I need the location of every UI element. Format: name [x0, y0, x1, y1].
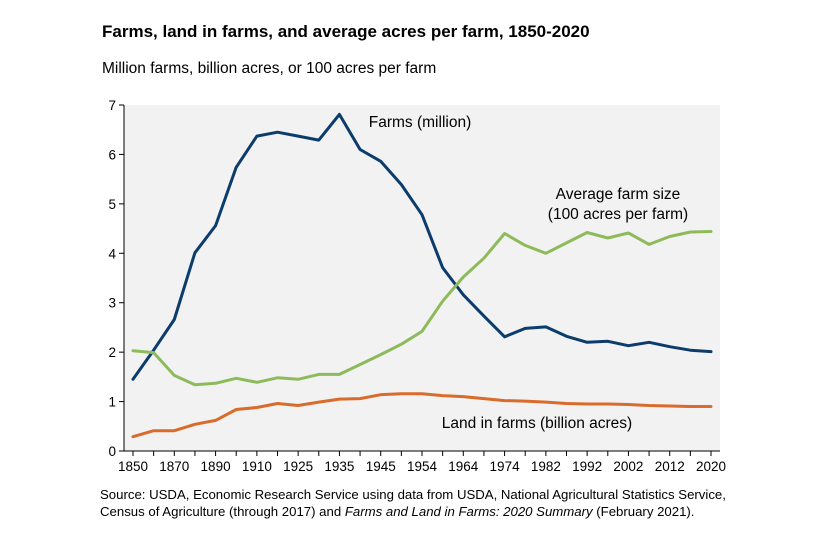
x-tick-label: 2020	[696, 459, 726, 474]
y-tick-label: 4	[108, 246, 116, 261]
series-label-1: Farms (million)	[369, 114, 471, 131]
x-tick-label: 1992	[572, 459, 602, 474]
y-tick-label: 1	[108, 395, 116, 410]
series-line-1	[131, 112, 713, 381]
chart-title: Farms, land in farms, and average acres …	[102, 22, 590, 41]
y-tick-label: 6	[108, 147, 116, 162]
y-tick-label: 2	[108, 345, 116, 360]
x-tick-label: 2012	[655, 459, 685, 474]
series-label-3: Land in farms (billion acres)	[442, 415, 632, 432]
source-text: Source: USDA, Economic Research Service …	[100, 487, 726, 519]
x-tick-label: 1974	[490, 459, 521, 474]
series-label-line: (100 acres per farm)	[548, 206, 688, 223]
series-label-2: Average farm size (100 acres per farm)	[548, 186, 688, 223]
x-tick-label: 1870	[159, 459, 189, 474]
x-tick-label: 1925	[283, 459, 313, 474]
y-tick-label: 0	[108, 444, 116, 459]
series-label-line: Average farm size	[556, 186, 681, 203]
y-tick-label: 3	[108, 296, 116, 311]
series-line-3	[131, 392, 713, 439]
source-note: Source: USDA, Economic Research Service …	[100, 486, 750, 520]
series-label-line: Farms (million)	[369, 114, 471, 131]
x-tick-label: 1935	[324, 459, 354, 474]
series-labels: Farms (million) Average farm size (100 acr…	[369, 114, 688, 432]
x-tick-label: 1910	[242, 459, 272, 474]
y-tick-label: 7	[108, 98, 116, 113]
chart-subtitle: Million farms, billion acres, or 100 acr…	[102, 60, 437, 77]
x-tick-label: 1890	[201, 459, 231, 474]
source-report-title: Farms and Land in Farms: 2020 Summary	[344, 504, 593, 519]
series-line-2	[131, 230, 713, 387]
y-tick-label: 5	[108, 197, 116, 212]
x-tick-label: 1982	[531, 459, 561, 474]
series-label-line: Land in farms (billion acres)	[442, 415, 632, 432]
axes: 0 1 2 3 4 5 6 7 1850 1870 1890 1910 1925 1935 1945 1954…	[108, 98, 726, 474]
plot-area	[124, 105, 720, 451]
x-tick-label: 2002	[613, 459, 643, 474]
x-tick-label: 1850	[118, 459, 148, 474]
x-tick-label: 1954	[407, 459, 438, 474]
source-date: (February 2021).	[592, 504, 695, 519]
x-tick-label: 1964	[448, 459, 479, 474]
series-lines	[131, 112, 713, 439]
x-tick-label: 1945	[366, 459, 396, 474]
